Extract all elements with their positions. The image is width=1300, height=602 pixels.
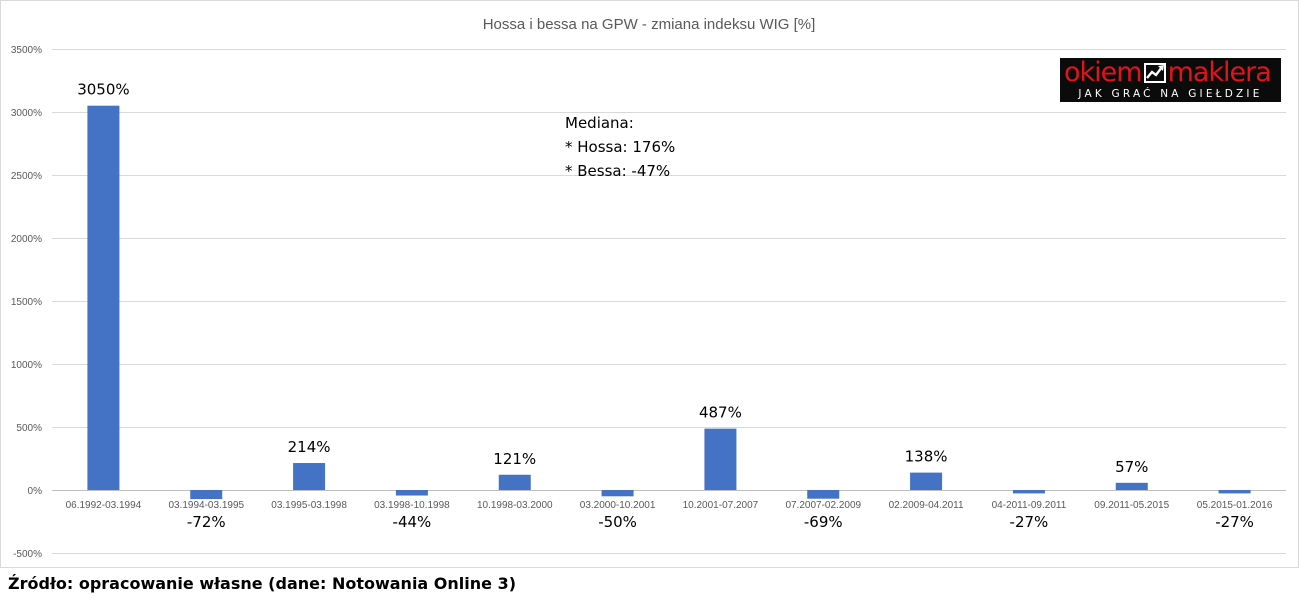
gridlines [52,49,1286,554]
chart-arrow-icon [1143,63,1166,83]
data-label: -27% [1215,513,1254,531]
x-category-label: 09.2011-05.2015 [1094,500,1169,511]
y-tick-label: 1500% [11,297,42,308]
x-category-label: 03.1998-10.1998 [374,500,450,511]
data-label: -72% [187,513,226,531]
y-tick-label: 0% [28,486,43,497]
logo-word-okiem: okiem [1064,57,1143,88]
data-label: 487% [699,404,742,422]
bar [87,105,120,490]
data-label: 57% [1115,458,1148,476]
y-tick-label: 2000% [11,234,42,245]
y-tick-label: 3500% [11,45,42,56]
median-annotation-line: * Hossa: 176% [565,138,675,156]
source-note: Źródło: opracowanie własne (dane: Notowa… [8,574,517,593]
data-label: 214% [288,438,331,456]
bar-chart: Hossa i bessa na GPW - zmiana indeksu WI… [11,16,1286,560]
median-annotation: Mediana: * Hossa: 176% * Bessa: -47% [565,114,675,180]
x-category-label: 04-2011-09.2011 [992,500,1067,511]
x-category-label: 02.2009-04.2011 [889,500,964,511]
logo-tagline: JAK GRAĆ NA GIEŁDZIE [1078,88,1263,100]
data-label: 121% [493,450,536,468]
logo-wordmark: okiem maklera [1064,57,1272,88]
x-category-label: 10.2001-07.2007 [683,500,759,511]
x-category-label: 03.2000-10.2001 [580,500,656,511]
y-tick-label: 1000% [11,360,42,371]
bar [704,428,737,490]
bar [910,472,943,490]
bar [395,490,428,496]
bar [1115,482,1148,490]
x-category-label: 06.1992-03.1994 [66,500,142,511]
x-category-label: 03.1994-03.1995 [168,500,244,511]
logo-word-maklera: maklera [1167,57,1272,88]
bar [190,490,223,500]
y-tick-label: -500% [13,549,42,560]
bar [1218,490,1251,494]
x-category-label: 10.1998-03.2000 [477,500,553,511]
data-label: -69% [804,513,843,531]
data-labels: 3050% -72% 214% -44% 121% -50% 487% -69% 138% -27… [77,81,1254,531]
okiem-maklera-logo: okiem maklera JAK GRAĆ NA GIEŁDZIE [1060,58,1281,102]
y-tick-label: 3000% [11,108,42,119]
x-axis-categories: 06.1992-03.1994 03.1994-03.1995 03.1995-03… [66,500,1273,511]
data-label: 138% [905,448,948,466]
bars [87,105,1251,500]
median-annotation-line: * Bessa: -47% [565,162,670,180]
bar [1012,490,1045,494]
median-annotation-line: Mediana: [565,114,634,132]
data-label: -50% [598,513,637,531]
x-category-label: 05.2015-01.2016 [1197,500,1273,511]
bar [498,474,531,490]
y-tick-label: 500% [16,423,42,434]
x-category-label: 07.2007-02.2009 [785,500,861,511]
data-label: -44% [393,513,432,531]
bar [807,490,840,499]
y-tick-label: 2500% [11,171,42,182]
bar [601,490,634,497]
bar [293,463,326,490]
x-category-label: 03.1995-03.1998 [271,500,347,511]
data-label: -27% [1010,513,1049,531]
data-label: 3050% [77,81,129,99]
chart-title: Hossa i bessa na GPW - zmiana indeksu WI… [483,16,816,33]
y-axis-ticks: -500% 0% 500% 1000% 1500% 2000% 2500% 3000% 3500… [11,45,42,560]
